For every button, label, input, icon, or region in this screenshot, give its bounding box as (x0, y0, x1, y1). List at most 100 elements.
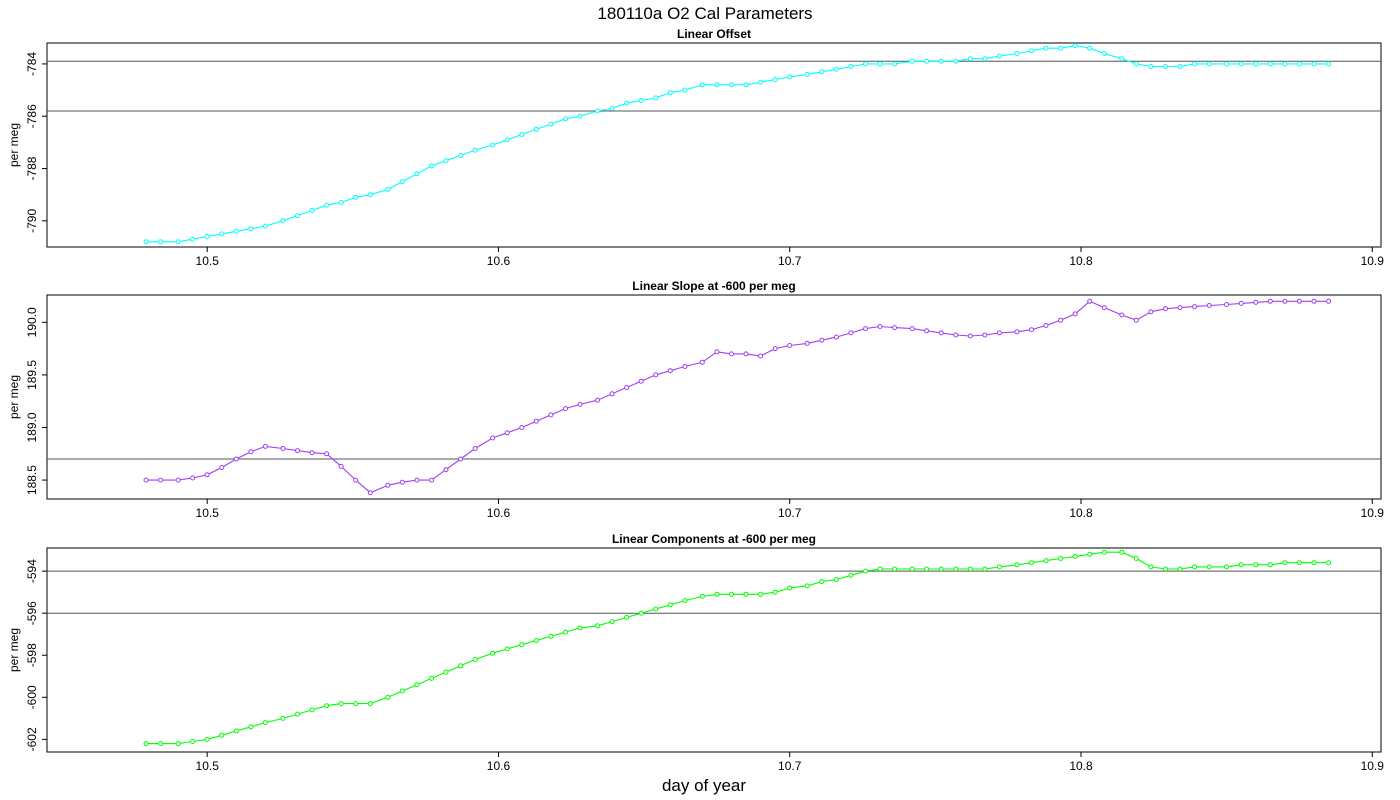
data-point (953, 566, 959, 572)
data-point (367, 701, 373, 707)
y-tick-label: 189.5 (25, 360, 39, 390)
data-point (429, 163, 434, 169)
data-point (1253, 61, 1259, 67)
data-point (233, 456, 239, 462)
data-point (472, 657, 478, 662)
data-point (385, 187, 391, 192)
data-point (699, 359, 705, 365)
y-tick-label: -600 (25, 685, 39, 709)
x-tick-label: 10.7 (778, 506, 802, 520)
x-tick-label: 10.6 (487, 254, 511, 268)
data-point (280, 446, 286, 451)
data-point (743, 82, 749, 88)
data-point (367, 490, 373, 496)
data-point (563, 116, 568, 122)
data-point (967, 566, 973, 572)
y-tick-label: -596 (25, 601, 39, 625)
data-point (924, 58, 930, 64)
data-point (1267, 298, 1273, 304)
data-point (638, 378, 644, 384)
series-line (146, 45, 1329, 243)
x-tick-label: 10.6 (487, 759, 511, 773)
panel-title: Linear Offset (677, 27, 751, 41)
plot-frame (46, 547, 1382, 753)
data-point (924, 328, 930, 334)
x-tick-label: 10.5 (196, 254, 220, 268)
data-point (714, 349, 720, 355)
data-point (577, 113, 583, 119)
panel-title: Linear Components at -600 per meg (612, 532, 816, 546)
data-point (204, 736, 210, 742)
data-point (1224, 302, 1230, 307)
data-point (324, 451, 330, 457)
data-point (982, 56, 988, 62)
data-point (1253, 562, 1259, 568)
data-point (458, 663, 464, 669)
data-point (1029, 560, 1034, 566)
data-point (1177, 64, 1183, 69)
data-point (938, 330, 944, 336)
data-point (1311, 61, 1317, 67)
data-point (638, 610, 644, 616)
data-point (863, 326, 868, 332)
data-point (143, 477, 149, 483)
data-point (338, 200, 344, 205)
data-point (877, 566, 883, 572)
data-point (158, 741, 164, 747)
data-point (548, 121, 554, 127)
data-point (262, 443, 268, 449)
data-point (1087, 45, 1093, 51)
y-tick-label: -602 (25, 727, 39, 751)
data-point (653, 606, 659, 612)
data-point (1163, 306, 1168, 312)
data-point (248, 449, 254, 455)
data-point (714, 82, 720, 88)
data-point (1296, 560, 1302, 566)
data-point (385, 694, 391, 700)
data-point (143, 741, 149, 747)
data-point (819, 579, 825, 585)
data-point (638, 98, 644, 103)
data-point (967, 333, 973, 339)
data-point (1043, 323, 1049, 328)
y-tick-label: 190.0 (25, 307, 39, 337)
data-point (1087, 551, 1093, 557)
panel-1: Linear Offset per meg 10.5 10.6 10.7 10.8 10.9… (7, 27, 1384, 268)
data-point (863, 61, 868, 67)
data-point (1119, 312, 1125, 318)
data-point (490, 435, 496, 441)
data-point (1029, 48, 1034, 54)
data-point (1072, 553, 1078, 559)
data-point (595, 108, 600, 114)
data-point (414, 477, 420, 483)
data-point (504, 430, 510, 436)
y-tick-label: -598 (25, 643, 39, 667)
data-point (353, 701, 359, 707)
data-point (804, 583, 810, 589)
x-tick-label: 10.8 (1069, 506, 1093, 520)
data-point (1148, 309, 1154, 315)
data-point (1224, 61, 1230, 67)
data-point (219, 465, 225, 470)
plot-frame (46, 42, 1382, 248)
data-point (1192, 564, 1198, 570)
data-point (158, 239, 164, 245)
data-point (175, 239, 181, 245)
data-point (1058, 556, 1064, 561)
figure-title: 180110a O2 Cal Parameters (597, 4, 812, 23)
data-point (443, 669, 449, 675)
data-point (982, 566, 988, 572)
y-axis-label: per meg (7, 123, 21, 167)
data-point (877, 61, 883, 67)
data-point (385, 482, 391, 488)
panel-2: Linear Slope at -600 per meg per meg 10.5 1… (7, 279, 1384, 520)
data-point (1119, 56, 1125, 62)
data-point (653, 372, 659, 378)
data-point (667, 90, 673, 96)
data-point (1043, 558, 1049, 564)
data-point (1014, 51, 1020, 56)
data-point (982, 332, 988, 338)
data-point (533, 418, 539, 424)
x-tick-label: 10.9 (1361, 254, 1385, 268)
data-point (595, 623, 600, 629)
